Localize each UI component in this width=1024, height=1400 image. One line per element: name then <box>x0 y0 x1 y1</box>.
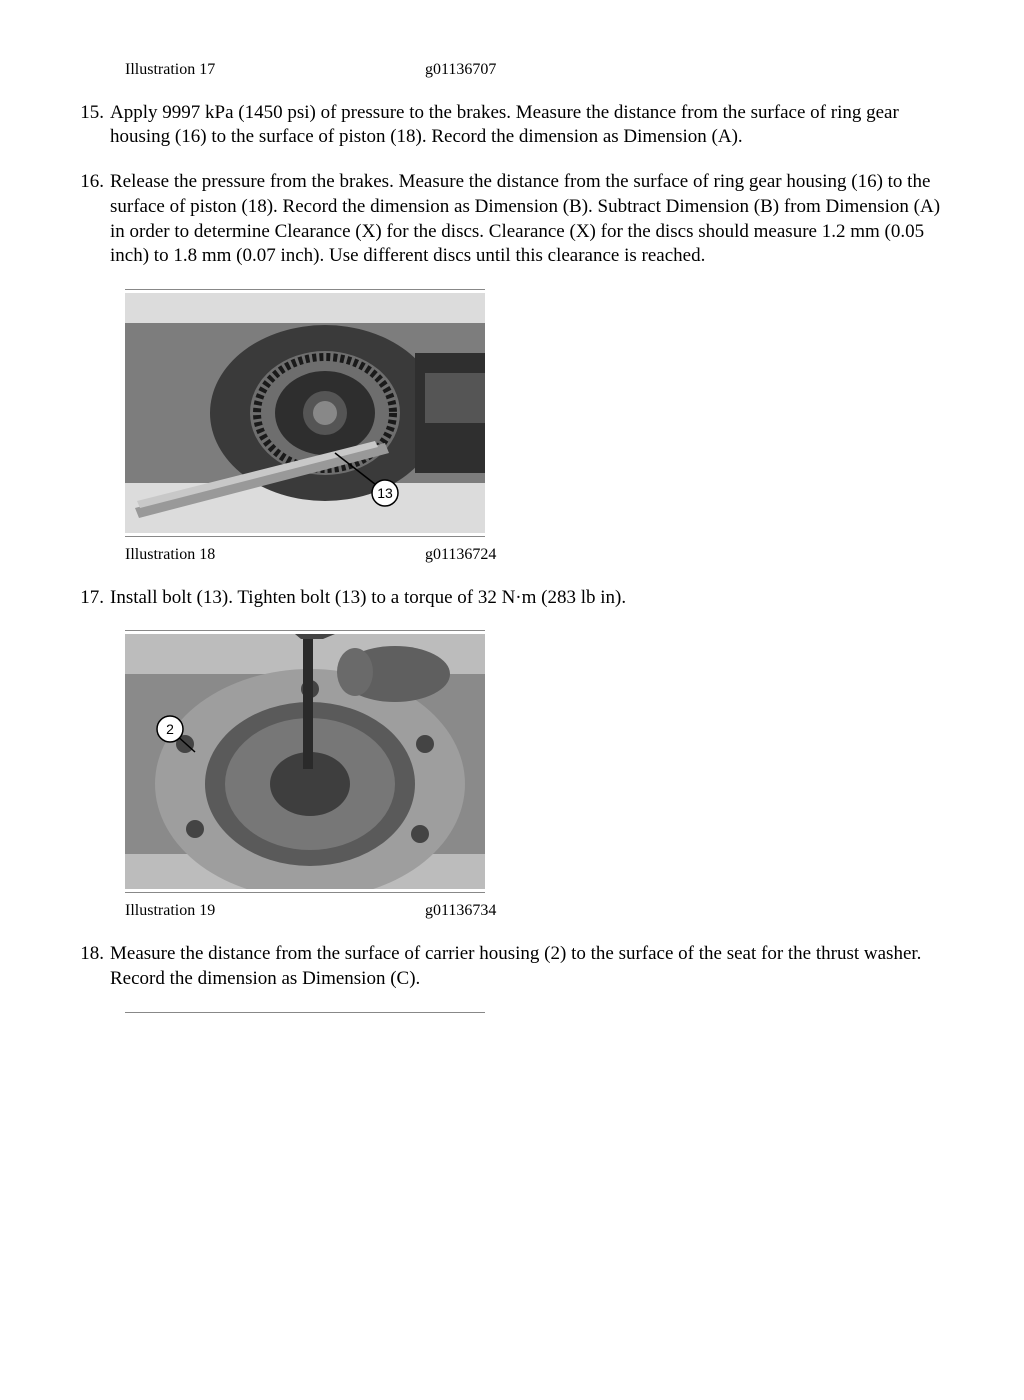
step-number: 16. <box>70 170 110 269</box>
step-text: Apply 9997 kPa (1450 psi) of pressure to… <box>110 101 954 150</box>
step-16: 16. Release the pressure from the brakes… <box>70 170 954 269</box>
caption-code: g01136707 <box>425 60 954 81</box>
caption-code: g01136734 <box>425 901 954 922</box>
caption-label: Illustration 18 <box>125 545 425 566</box>
step-number: 15. <box>70 101 110 150</box>
svg-text:2: 2 <box>166 721 174 737</box>
caption-label: Illustration 19 <box>125 901 425 922</box>
step-text: Install bolt (13). Tighten bolt (13) to … <box>110 586 954 611</box>
step-17: 17. Install bolt (13). Tighten bolt (13)… <box>70 586 954 611</box>
step-number: 17. <box>70 586 110 611</box>
step-text: Measure the distance from the surface of… <box>110 942 954 991</box>
step-text: Release the pressure from the brakes. Me… <box>110 170 954 269</box>
instruction-list: 18. Measure the distance from the surfac… <box>70 942 954 991</box>
illustration-18-caption: Illustration 18 g01136724 <box>125 545 954 566</box>
next-figure-top-border <box>125 1012 485 1021</box>
svg-text:13: 13 <box>377 485 393 501</box>
mechanical-photo: 13 <box>125 293 485 533</box>
mechanical-photo: 2 <box>125 634 485 889</box>
step-15: 15. Apply 9997 kPa (1450 psi) of pressur… <box>70 101 954 150</box>
instruction-list: 17. Install bolt (13). Tighten bolt (13)… <box>70 586 954 611</box>
caption-code: g01136724 <box>425 545 954 566</box>
step-18: 18. Measure the distance from the surfac… <box>70 942 954 991</box>
illustration-19-figure: 2 <box>125 630 954 893</box>
instruction-list: 15. Apply 9997 kPa (1450 psi) of pressur… <box>70 101 954 269</box>
illustration-18-figure: 13 <box>125 289 954 537</box>
illustration-19-caption: Illustration 19 g01136734 <box>125 901 954 922</box>
step-number: 18. <box>70 942 110 991</box>
caption-label: Illustration 17 <box>125 60 425 81</box>
illustration-17-caption: Illustration 17 g01136707 <box>125 60 954 81</box>
